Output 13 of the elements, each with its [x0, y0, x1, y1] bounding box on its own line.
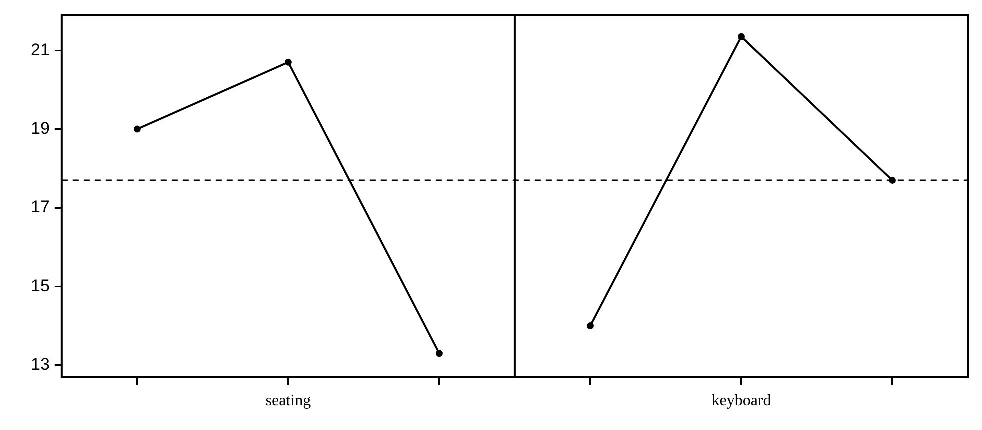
point	[586, 322, 594, 330]
y-tick-label: 19	[30, 118, 50, 138]
text: keyboard	[712, 392, 772, 410]
y-tick-label: 15	[30, 276, 50, 296]
point	[738, 33, 745, 40]
text: seating	[266, 392, 312, 410]
point	[888, 176, 896, 184]
point	[284, 58, 292, 66]
y-tick-label: 17	[30, 198, 50, 217]
point	[436, 350, 443, 358]
y-tick-label: 21	[30, 40, 50, 60]
y-tick-label: 13	[30, 355, 50, 374]
point	[134, 126, 141, 133]
